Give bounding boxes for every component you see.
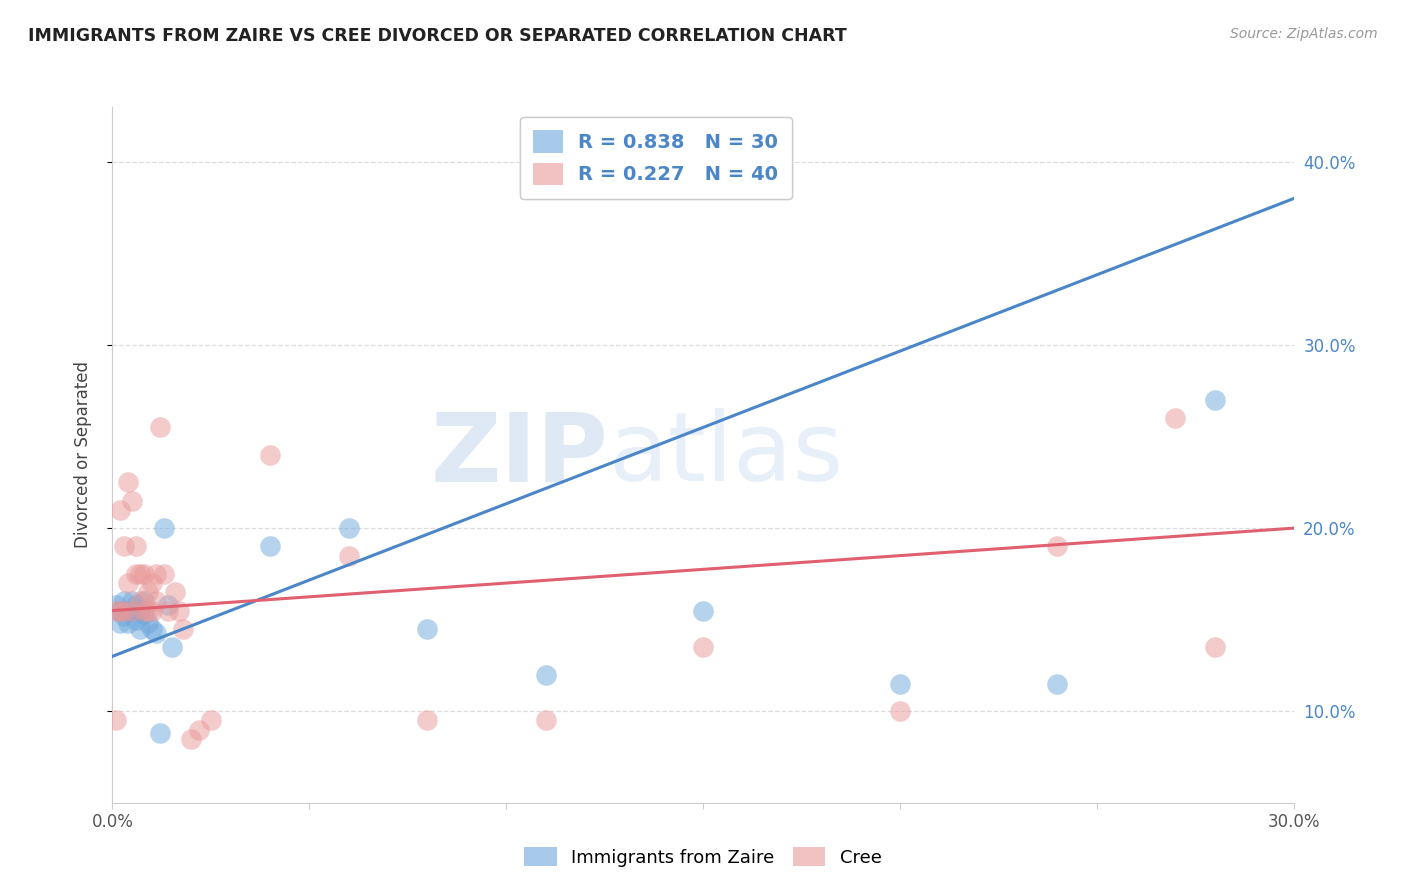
Text: atlas: atlas (609, 409, 844, 501)
Point (534, 714, 557, 728)
Point (180, 731, 202, 746)
Point (416, 622, 439, 636)
Point (129, 622, 152, 636)
Point (136, 616, 159, 631)
Point (145, 594, 167, 608)
Point (110, 603, 132, 617)
Point (149, 420, 172, 434)
Point (121, 594, 143, 608)
Point (1204, 392, 1226, 407)
Point (125, 540, 148, 554)
Point (160, 640, 183, 655)
Point (337, 521, 360, 535)
Point (105, 714, 128, 728)
Point (121, 603, 143, 617)
Text: Source: ZipAtlas.com: Source: ZipAtlas.com (1230, 27, 1378, 41)
Point (132, 594, 155, 608)
Point (145, 625, 167, 640)
Point (337, 549, 360, 563)
Point (416, 714, 439, 728)
Point (117, 475, 139, 490)
Point (110, 616, 132, 631)
Point (156, 603, 179, 617)
Point (1164, 411, 1187, 425)
Point (152, 566, 174, 581)
Point (141, 603, 163, 617)
Point (110, 603, 132, 617)
Point (125, 566, 148, 581)
Point (141, 576, 163, 591)
Text: ZIP: ZIP (430, 409, 609, 501)
Legend: R = 0.838   N = 30, R = 0.227   N = 40: R = 0.838 N = 30, R = 0.227 N = 40 (520, 117, 792, 199)
Y-axis label: Divorced or Separated: Divorced or Separated (73, 361, 91, 549)
Point (156, 598, 179, 612)
Point (172, 622, 194, 636)
Point (149, 726, 172, 740)
Point (1204, 640, 1226, 655)
Point (889, 704, 911, 718)
Point (105, 598, 128, 612)
Point (889, 677, 911, 691)
Point (259, 448, 281, 462)
Point (121, 493, 143, 508)
Point (145, 566, 167, 581)
Point (132, 603, 155, 617)
Point (132, 566, 155, 581)
Point (129, 603, 152, 617)
Point (117, 603, 139, 617)
Point (112, 603, 135, 617)
Point (136, 603, 159, 617)
Point (112, 540, 135, 554)
Point (200, 714, 222, 728)
Point (132, 607, 155, 622)
Point (534, 667, 557, 681)
Point (169, 603, 191, 617)
Point (141, 622, 163, 636)
Point (259, 540, 281, 554)
Point (105, 603, 128, 617)
Point (165, 585, 187, 599)
Legend: Immigrants from Zaire, Cree: Immigrants from Zaire, Cree (517, 840, 889, 874)
Point (121, 603, 143, 617)
Point (188, 723, 211, 737)
Point (1046, 677, 1069, 691)
Point (125, 613, 148, 627)
Point (110, 503, 132, 517)
Point (129, 594, 152, 608)
Point (117, 616, 139, 631)
Point (125, 598, 148, 612)
Point (136, 585, 159, 599)
Text: IMMIGRANTS FROM ZAIRE VS CREE DIVORCED OR SEPARATED CORRELATION CHART: IMMIGRANTS FROM ZAIRE VS CREE DIVORCED O… (28, 27, 846, 45)
Point (1046, 540, 1069, 554)
Point (112, 594, 135, 608)
Point (692, 603, 714, 617)
Point (112, 609, 135, 624)
Point (129, 566, 152, 581)
Point (152, 521, 174, 535)
Point (117, 576, 139, 591)
Point (692, 640, 714, 655)
